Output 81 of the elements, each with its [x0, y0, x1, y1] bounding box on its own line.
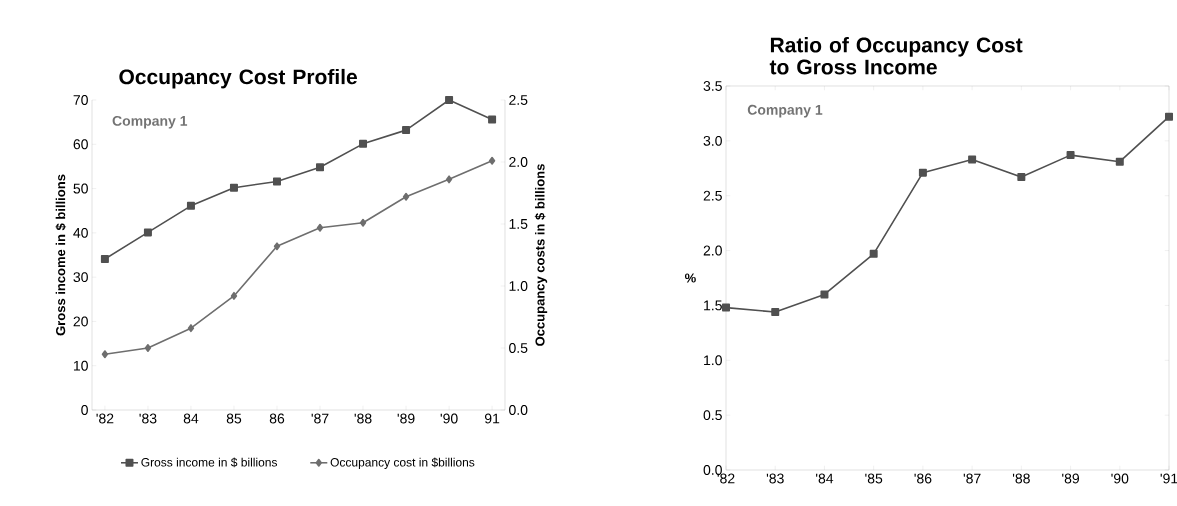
point	[187, 324, 195, 333]
x-tick-label: '89	[1062, 473, 1080, 484]
point	[186, 201, 195, 210]
point	[445, 175, 453, 184]
x-tick-label: '83	[139, 413, 157, 424]
y2-tick-label: 2.0	[509, 157, 528, 167]
point	[1017, 173, 1026, 182]
point	[359, 218, 367, 227]
y-tick-label: 0.0	[703, 465, 722, 475]
x-tick-label: '88	[1012, 473, 1030, 484]
point	[229, 183, 238, 192]
point	[488, 115, 497, 124]
point	[445, 96, 454, 104]
legend-label: Gross income in $ billions	[141, 457, 278, 468]
point	[144, 344, 152, 352]
x-tick-label: '86	[914, 473, 932, 484]
chart-title: Ratio of Occupancy Cost to Gross Income	[769, 37, 1023, 75]
y2-tick-label: 0.5	[509, 343, 528, 353]
point	[230, 291, 238, 300]
legend-label: Occupancy cost in $billions	[330, 457, 475, 469]
y-tick-label: 2.0	[703, 245, 722, 256]
x-tick-label: '87	[311, 413, 329, 424]
y-axis-title: %	[684, 273, 696, 283]
x-tick-label: '84	[816, 473, 834, 484]
point	[316, 163, 325, 172]
point	[722, 303, 731, 312]
point	[771, 308, 780, 317]
y2-axis-title: Occupancy costs in $ billions	[534, 164, 548, 346]
y-tick-label: 70	[73, 95, 88, 105]
point	[316, 223, 324, 232]
y-tick-label: 2.5	[703, 190, 722, 201]
point	[1115, 157, 1124, 166]
x-tick-label: '89	[397, 413, 415, 424]
point	[101, 350, 109, 359]
y-tick-label: 40	[73, 227, 88, 238]
point	[918, 168, 927, 177]
x-tick-label: '82	[717, 473, 735, 484]
y2-tick-label: 2.5	[509, 95, 528, 105]
point	[820, 290, 829, 299]
y-tick-label: 50	[73, 183, 88, 194]
chart-title: Occupancy Cost Profile	[119, 68, 358, 89]
x-tick-label: '90	[440, 413, 458, 424]
point	[273, 242, 281, 251]
annotation: Company 1	[112, 115, 188, 129]
x-tick-label: '87	[963, 473, 981, 484]
y-tick-label: 10	[73, 360, 88, 371]
x-tick-label: 84	[183, 413, 199, 424]
y-tick-label: 60	[73, 139, 88, 150]
y-tick-label: 0	[81, 405, 88, 415]
x-tick-label: '82	[96, 413, 114, 424]
y2-tick-label: 1.5	[509, 219, 528, 229]
x-tick-label: '90	[1111, 473, 1129, 484]
y-tick-label: 3.5	[703, 81, 722, 91]
point	[1165, 112, 1174, 121]
x-tick-label: '88	[354, 413, 372, 424]
y2-tick-label: 0.0	[509, 405, 528, 415]
x-tick-label: '91	[1160, 473, 1177, 484]
x-tick-label: 86	[269, 413, 285, 424]
point	[359, 139, 368, 148]
y-tick-label: 3.0	[703, 135, 722, 146]
x-tick-label: 85	[226, 413, 242, 424]
point	[1066, 151, 1075, 160]
annotation: Company 1	[747, 104, 823, 118]
y-tick-label: 1.0	[704, 355, 722, 366]
point	[100, 254, 109, 263]
x-tick-label: '83	[766, 473, 784, 484]
y-tick-label: 0.5	[703, 410, 722, 421]
x-tick-label: '85	[865, 473, 883, 484]
y-tick-label: 30	[73, 272, 88, 283]
point	[143, 228, 152, 237]
y-tick-label: 20	[73, 316, 88, 327]
point	[402, 192, 410, 201]
y-tick-label: 1.5	[704, 300, 722, 311]
point	[272, 177, 281, 186]
point	[488, 156, 496, 165]
point	[869, 249, 878, 258]
y2-tick-label: 1.0	[509, 281, 528, 291]
point	[402, 126, 411, 135]
y-axis-title: Gross income in $ billions	[55, 174, 67, 336]
point	[968, 155, 977, 164]
x-tick-label: 91	[484, 413, 500, 424]
